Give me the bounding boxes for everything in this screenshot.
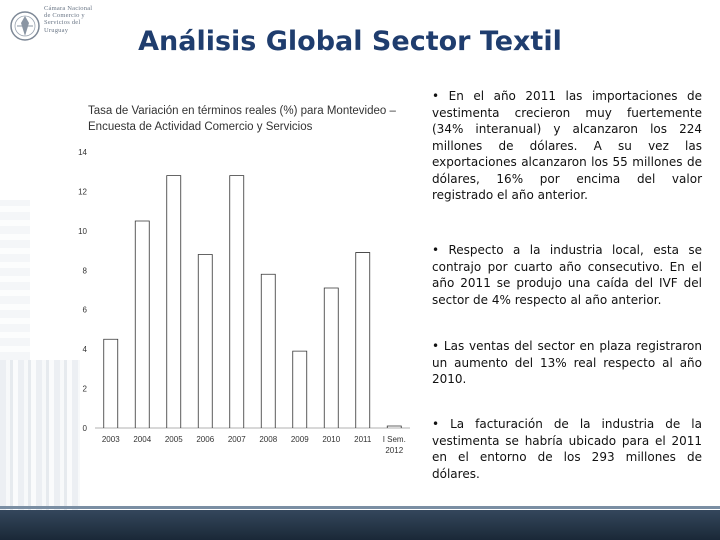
x-tick-label: 2011 [354, 435, 372, 444]
chamber-logo [10, 11, 40, 41]
x-tick-label: 2008 [259, 435, 277, 444]
bar [260, 273, 276, 428]
bar-outline [134, 220, 150, 428]
y-tick-label: 12 [78, 187, 87, 196]
bar [229, 175, 245, 428]
bar [355, 252, 371, 428]
bar [166, 175, 182, 428]
x-tick-label: 2009 [291, 435, 309, 444]
footer-bar [0, 510, 720, 540]
bar-outline [197, 254, 213, 428]
page-title: Análisis Global Sector Textil [138, 26, 562, 57]
logo-text: Cámara Nacional de Comercio y Servicios … [44, 5, 93, 34]
background-pattern [0, 200, 30, 360]
y-tick-label: 14 [78, 148, 87, 157]
bar-outline [323, 287, 339, 428]
y-tick-label: 4 [83, 345, 88, 354]
bullet-local-industry: • Respecto a la industria local, esta se… [432, 243, 702, 307]
x-tick-label: I Sem. 2012 [383, 435, 406, 455]
bar [323, 287, 339, 428]
y-tick-label: 8 [83, 266, 88, 275]
x-tick-label: 2004 [133, 435, 151, 444]
bullet-imports: • En el año 2011 las importaciones de ve… [432, 89, 702, 202]
y-tick-label: 0 [83, 424, 88, 433]
bar-outline [166, 175, 182, 428]
x-tick-label: 2007 [228, 435, 246, 444]
y-tick-label: 6 [83, 306, 88, 315]
bullet-revenue: • La facturación de la industria de la v… [432, 417, 702, 481]
bar [197, 254, 213, 428]
bar-outline [260, 273, 276, 428]
bar [386, 425, 402, 428]
y-tick-label: 10 [78, 227, 87, 236]
x-tick-label: 2010 [322, 435, 340, 444]
bullet-sales: • Las ventas del sector en plaza registr… [432, 339, 702, 386]
bar-outline [355, 252, 371, 428]
footer-line [0, 506, 720, 509]
background-pattern [0, 360, 80, 510]
x-tick-label: 2003 [102, 435, 120, 444]
bar [103, 338, 119, 428]
x-tick-label: 2006 [196, 435, 214, 444]
chart-title: Tasa de Variación en términos reales (%)… [88, 105, 396, 133]
bar-outline [229, 175, 245, 428]
y-tick-label: 2 [83, 385, 88, 394]
bar-outline [103, 338, 119, 428]
bar [292, 350, 308, 428]
bar-outline [292, 350, 308, 428]
bar-chart: 0 2 4 6 8 10 12 14 2003 2004 2005 2006 2007 2008 2009 2… [78, 148, 410, 455]
x-tick-label: 2005 [165, 435, 183, 444]
bar-outline [386, 425, 402, 428]
bar [134, 220, 150, 428]
